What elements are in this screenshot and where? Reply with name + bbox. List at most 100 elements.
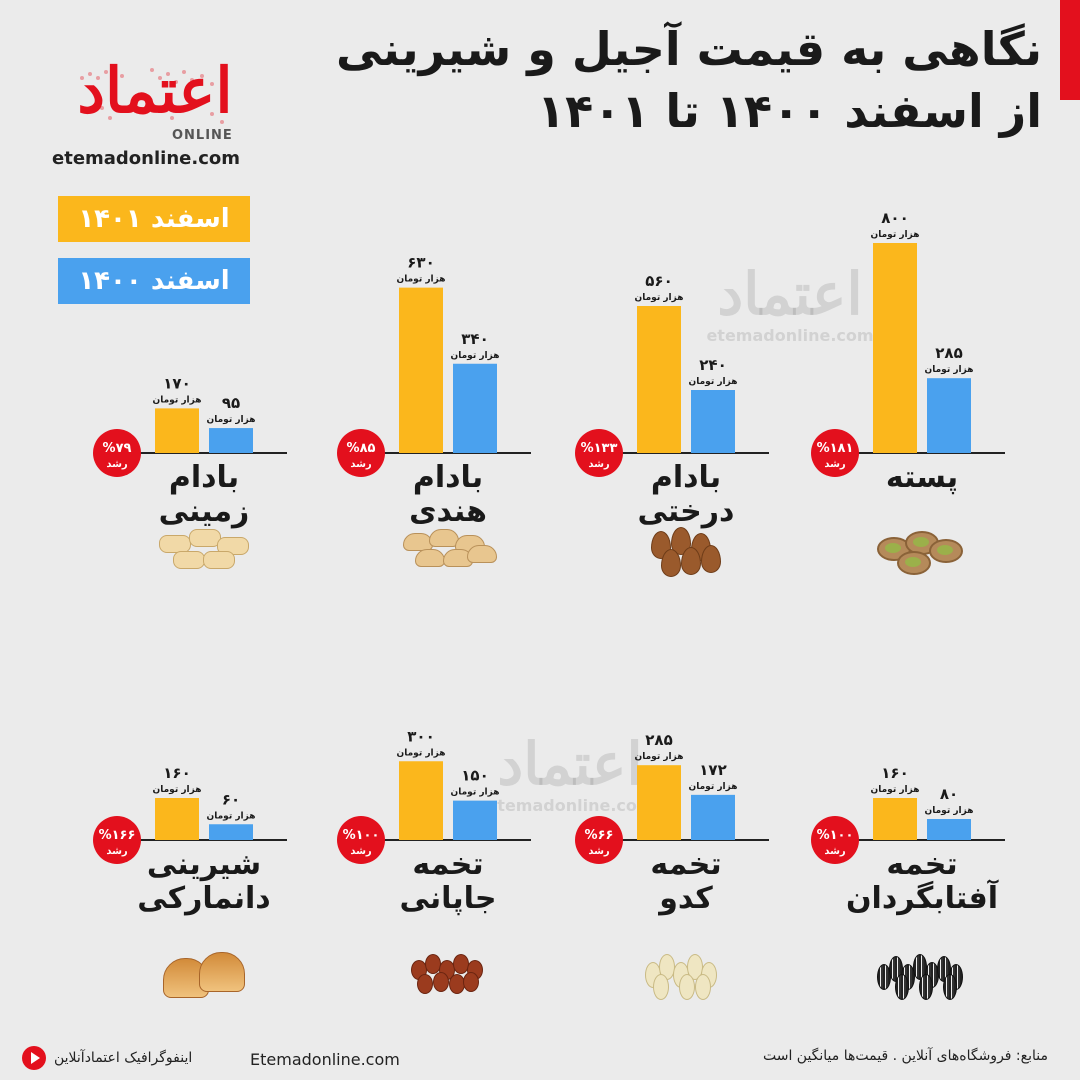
pistachio-kernel	[905, 557, 921, 567]
category-name-line-1: شیرینی	[146, 847, 262, 882]
growth-label: رشد	[824, 846, 846, 857]
cashew-piece	[467, 545, 497, 563]
growth-label: رشد	[350, 846, 372, 857]
growth-value: %۱۶۶	[99, 828, 136, 843]
growth-badge	[337, 429, 385, 477]
growth-badge	[93, 429, 141, 477]
legend-1400: اسفند ۱۴۰۰	[58, 258, 250, 304]
data-label-1400: ۹۵	[222, 394, 240, 412]
logo-subtitle: ONLINE	[172, 128, 233, 143]
watermark-word: اعتماد	[497, 730, 643, 798]
bar-1400	[209, 824, 253, 840]
category-label: تخمه جاپانی	[358, 848, 538, 916]
japanese-seed-piece	[433, 972, 449, 992]
brand-logo: اعتماد ONLINE etemadonline.com	[52, 38, 252, 178]
sunflower-seed-icon	[877, 950, 967, 1000]
pistachio-piece	[897, 551, 931, 575]
data-label-unit: هزار تومان	[635, 293, 684, 303]
category-name-line-2: زمینی	[158, 494, 250, 529]
pistachio-kernel	[913, 537, 929, 547]
bar-1401	[155, 798, 199, 840]
category-name-line-1: تخمه	[886, 847, 958, 882]
data-label-unit: هزار تومان	[397, 275, 446, 285]
sunflower-seed-piece	[895, 974, 909, 1000]
category-name-line-2: جاپانی	[399, 881, 497, 916]
data-label-unit: هزار تومان	[207, 415, 256, 425]
footer-url: Etemadonline.com	[250, 1050, 400, 1069]
peanut-piece	[203, 551, 235, 569]
legend-1401: اسفند ۱۴۰۱	[58, 196, 250, 242]
almond-piece	[661, 549, 681, 577]
data-label-unit: هزار تومان	[451, 788, 500, 798]
data-label-unit: هزار تومان	[207, 811, 256, 821]
bar-1401	[399, 287, 443, 453]
sunflower-seed-piece	[919, 974, 933, 1000]
pumpkin-seed-piece	[679, 974, 695, 1000]
pumpkin-seed-icon	[641, 950, 731, 1000]
category-name-line-1: پسته	[885, 460, 959, 495]
growth-label: رشد	[588, 846, 610, 857]
data-label-unit: هزار تومان	[925, 365, 974, 375]
bar-1401	[637, 765, 681, 840]
cashew-icon	[403, 527, 497, 577]
growth-badge	[811, 816, 859, 864]
bar-1400	[691, 794, 735, 840]
data-label-unit: هزار تومان	[451, 351, 500, 361]
category-name-line-2: هندی	[409, 494, 487, 529]
growth-value: %۱۰۰	[343, 828, 380, 843]
data-label-1401: ۵۶۰	[645, 272, 672, 290]
category-label: تخمه آفتابگردان	[832, 848, 1012, 916]
data-label-unit: هزار تومان	[153, 395, 202, 405]
japanese-seed-piece	[463, 972, 479, 992]
bar-1400	[927, 819, 971, 840]
bar-1400	[453, 363, 497, 453]
data-label-1400: ۲۴۰	[699, 356, 726, 374]
category-name-line-1: بادام	[168, 460, 240, 495]
growth-badge	[811, 429, 859, 477]
category-name-line-2: کدو	[659, 881, 713, 916]
page-title: نگاهی به قیمت آجیل و شیرینی از اسفند ۱۴۰…	[336, 18, 1043, 142]
category-name-line-1: تخمه	[412, 847, 484, 882]
category-name-line-2: دانمارکی	[137, 881, 271, 916]
data-label-unit: هزار تومان	[689, 782, 738, 792]
data-label-1401: ۶۳۰	[407, 254, 434, 272]
accent-bar	[1060, 0, 1080, 100]
world-map-icon	[80, 68, 224, 124]
category-name-line-1: بادام	[650, 460, 722, 495]
bar-1401	[873, 798, 917, 840]
bar-1400	[927, 378, 971, 453]
bar-1400	[691, 390, 735, 453]
japanese-seed-piece	[417, 974, 433, 994]
category-name-line-2: درختی	[637, 494, 735, 529]
data-label-1401: ۸۰۰	[881, 209, 908, 227]
data-label-1400: ۱۷۲	[699, 761, 726, 779]
growth-value: %۱۳۳	[581, 441, 618, 456]
bar-1401	[155, 408, 199, 453]
title-line-2: از اسفند ۱۴۰۰ تا ۱۴۰۱	[537, 84, 1043, 138]
growth-label: رشد	[350, 459, 372, 470]
almond-piece	[701, 545, 721, 573]
data-label-1401: ۱۷۰	[163, 374, 190, 392]
watermark-word: اعتماد	[717, 260, 863, 328]
bar-1400	[209, 428, 253, 453]
pumpkin-seed-piece	[653, 974, 669, 1000]
data-label-unit: هزار تومان	[153, 785, 202, 795]
danish-pastry-piece	[199, 952, 245, 992]
almond-icon	[641, 527, 731, 577]
data-label-1400: ۱۵۰	[461, 767, 488, 785]
pistachio-piece	[929, 539, 963, 563]
bar-1401	[873, 243, 917, 453]
growth-value: %۱۰۰	[817, 828, 854, 843]
data-label-unit: هزار تومان	[397, 748, 446, 758]
pistachio-icon	[877, 527, 967, 577]
category-label: بادام درختی	[596, 461, 776, 529]
data-label-1401: ۳۰۰	[407, 727, 434, 745]
data-label-unit: هزار تومان	[925, 806, 974, 816]
bar-1401	[399, 761, 443, 840]
pistachio-kernel	[885, 543, 901, 553]
growth-value: %۷۹	[103, 441, 132, 456]
almond-piece	[681, 547, 701, 575]
category-name-line-2: آفتابگردان	[845, 881, 999, 916]
growth-badge	[575, 429, 623, 477]
